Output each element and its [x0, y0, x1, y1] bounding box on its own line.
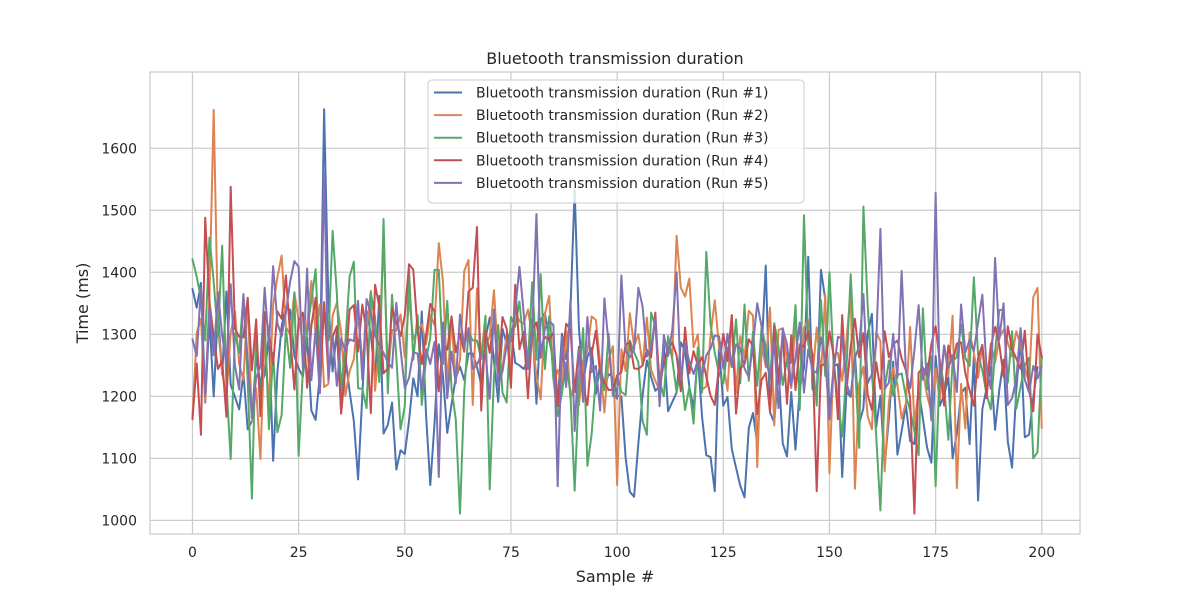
chart-title: Bluetooth transmission duration	[486, 49, 743, 68]
legend-box	[427, 79, 805, 204]
legend-label: Bluetooth transmission duration (Run #3)	[476, 131, 769, 147]
legend-label: Bluetooth transmission duration (Run #2)	[476, 108, 769, 124]
x-tick-label: 100	[604, 545, 631, 561]
series-lines	[191, 108, 1043, 515]
series-line-run-5	[191, 170, 1043, 488]
tick-labels: 0 25 50 75 100 125 150 175 200 1000 1100 1200 1300 14…	[101, 141, 1055, 561]
y-tick-label: 1000	[101, 513, 137, 529]
x-tick-label: 0	[188, 545, 197, 561]
x-tick-label: 25	[290, 545, 308, 561]
legend-label: Bluetooth transmission duration (Run #1)	[476, 86, 769, 102]
legend-label: Bluetooth transmission duration (Run #5)	[476, 176, 769, 192]
x-tick-label: 200	[1028, 545, 1055, 561]
x-tick-label: 75	[502, 545, 520, 561]
y-tick-label: 1200	[101, 389, 137, 405]
y-tick-label: 1300	[101, 327, 137, 343]
x-tick-label: 125	[710, 545, 737, 561]
y-axis-label: Time (ms)	[73, 263, 92, 345]
legend: Bluetooth transmission duration (Run #1)…	[427, 79, 805, 204]
y-tick-label: 1400	[101, 265, 137, 281]
legend-label: Bluetooth transmission duration (Run #4)	[476, 153, 769, 169]
plot-frame	[149, 71, 1081, 535]
y-tick-label: 1100	[101, 451, 137, 467]
x-tick-label: 175	[922, 545, 949, 561]
x-axis-label: Sample #	[576, 567, 654, 586]
y-tick-label: 1500	[101, 203, 137, 219]
series-line-run-2	[191, 108, 1043, 490]
grid	[150, 72, 1080, 534]
x-tick-label: 50	[396, 545, 414, 561]
x-tick-label: 150	[816, 545, 843, 561]
y-tick-label: 1600	[101, 141, 137, 157]
